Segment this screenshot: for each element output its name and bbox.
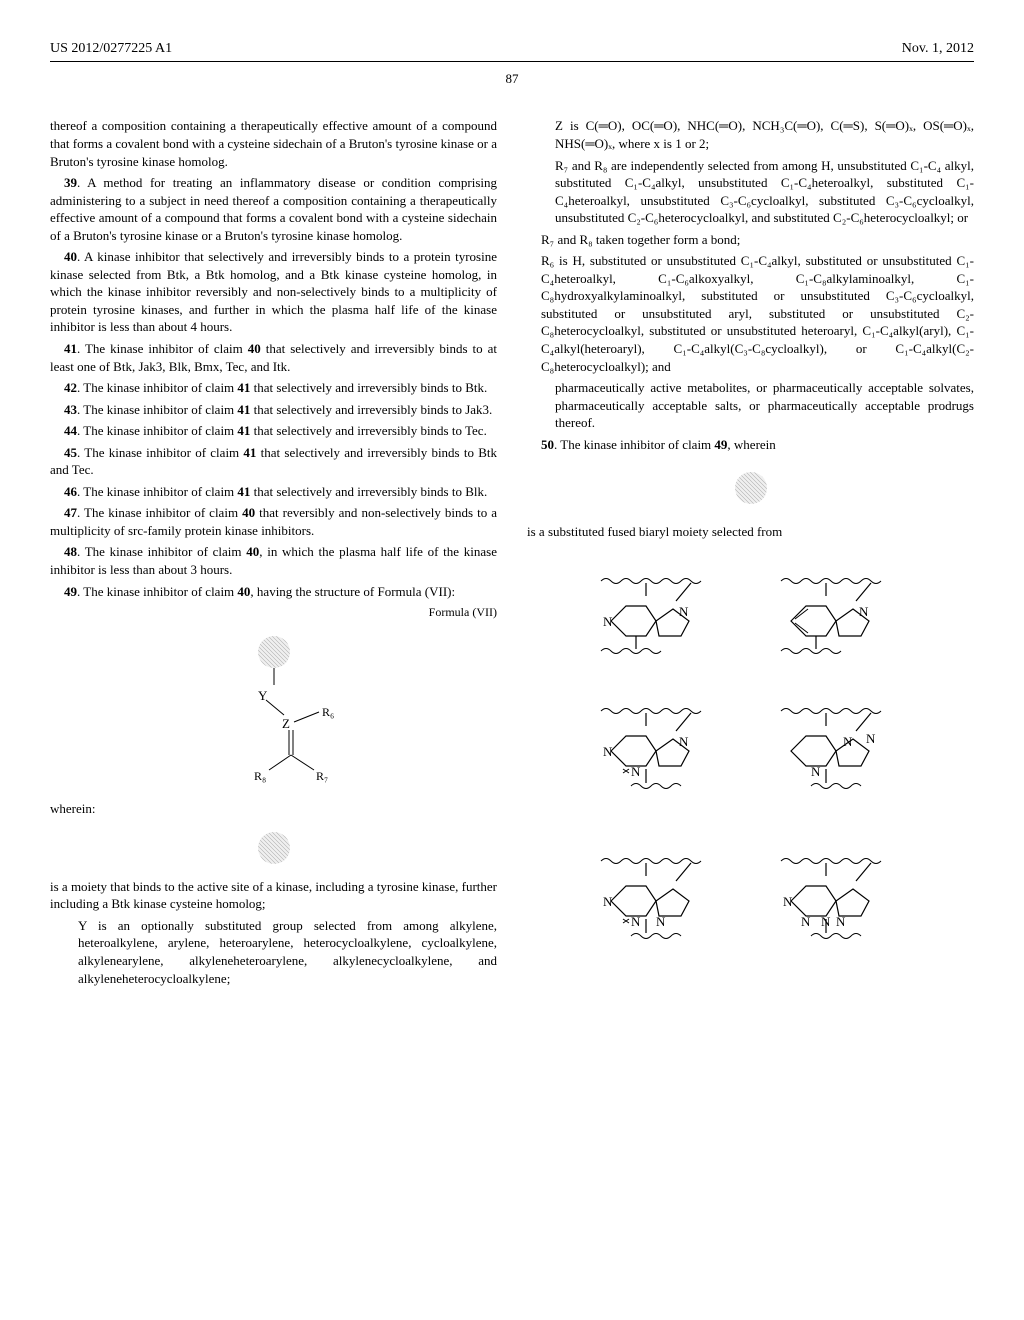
svg-text:N: N: [801, 914, 811, 929]
z-definition: Z is C(═O), OC(═O), NHC(═O), NCH₃C(═O), …: [527, 117, 974, 152]
claim-48: 48. The kinase inhibitor of claim 40, in…: [50, 543, 497, 578]
claim-text: . The kinase inhibitor of claim: [77, 402, 237, 417]
claim-text: . The kinase inhibitor of claim: [77, 544, 246, 559]
claim-text: . The kinase inhibitor of claim: [77, 341, 248, 356]
claim-ref: 40: [246, 544, 259, 559]
claim-ref: 41: [243, 445, 256, 460]
claim-text: . The kinase inhibitor of claim: [77, 423, 237, 438]
claim-text: . The kinase inhibitor of claim: [77, 505, 242, 520]
claim-50: 50. The kinase inhibitor of claim 49, wh…: [527, 436, 974, 454]
svg-text:N: N: [631, 914, 641, 929]
claim-ref: 41: [237, 402, 250, 417]
continuation-text: thereof a composition containing a thera…: [50, 117, 497, 170]
svg-text:N: N: [843, 734, 853, 749]
claim-number: 44: [64, 423, 77, 438]
claim-number: 48: [64, 544, 77, 559]
claim-text: , wherein: [727, 437, 775, 452]
claim-number: 50: [541, 437, 554, 452]
moiety-blob-2: [527, 463, 974, 513]
r6-definition: R₆ is H, substituted or unsubstituted C₁…: [527, 252, 974, 375]
svg-text:N: N: [866, 731, 876, 746]
claim-44: 44. The kinase inhibitor of claim 41 tha…: [50, 422, 497, 440]
r7-r8-definition: R₇ and R₈ are independently selected fro…: [527, 157, 974, 227]
svg-text:N: N: [811, 764, 821, 779]
claim-number: 49: [64, 584, 77, 599]
publication-number: US 2012/0277225 A1: [50, 40, 172, 59]
svg-text:N: N: [679, 604, 689, 619]
claim-number: 41: [64, 341, 77, 356]
claim-text: . The kinase inhibitor of claim: [77, 484, 237, 499]
claim-number: 47: [64, 505, 77, 520]
moiety-description: is a moiety that binds to the active sit…: [50, 878, 497, 913]
claim-43: 43. The kinase inhibitor of claim 41 tha…: [50, 401, 497, 419]
claim-ref: 49: [714, 437, 727, 452]
claim-text: , having the structure of Formula (VII):: [250, 584, 455, 599]
claim-ref: 40: [248, 341, 261, 356]
svg-text:N: N: [656, 914, 666, 929]
claim-number: 45: [64, 445, 77, 460]
right-column: Z is C(═O), OC(═O), NHC(═O), NCH₃C(═O), …: [527, 117, 974, 1030]
claim-40: 40. A kinase inhibitor that selectively …: [50, 248, 497, 336]
svg-text:N: N: [783, 894, 793, 909]
r7-r8-bond: R₇ and R₈ taken together form a bond;: [527, 231, 974, 249]
claim-ref: 40: [242, 505, 255, 520]
claim-47: 47. The kinase inhibitor of claim 40 tha…: [50, 504, 497, 539]
claim-number: 42: [64, 380, 77, 395]
claim-text: . A method for treating an inflammatory …: [50, 175, 497, 243]
svg-text:N: N: [631, 764, 641, 779]
claim-ref: 40: [237, 584, 250, 599]
svg-text:N: N: [603, 894, 613, 909]
claim-text: that selectively and irreversibly binds …: [250, 484, 487, 499]
svg-text:R₇: R₇: [316, 769, 328, 783]
claim-text: . The kinase inhibitor of claim: [554, 437, 714, 452]
moiety-blob: [50, 828, 497, 868]
moiety-description-2: is a substituted fused biaryl moiety sel…: [527, 523, 974, 541]
claim-49: 49. The kinase inhibitor of claim 40, ha…: [50, 583, 497, 601]
claim-text: . The kinase inhibitor of claim: [77, 445, 243, 460]
claim-text: that selectively and irreversibly binds …: [250, 380, 487, 395]
left-column: thereof a composition containing a thera…: [50, 117, 497, 1030]
svg-text:N: N: [679, 734, 689, 749]
page-number: 87: [50, 70, 974, 88]
publication-date: Nov. 1, 2012: [902, 40, 974, 59]
claim-text: that selectively and irreversibly binds …: [250, 423, 486, 438]
svg-text:R₈: R₈: [254, 769, 266, 783]
claim-45: 45. The kinase inhibitor of claim 41 tha…: [50, 444, 497, 479]
svg-text:N: N: [859, 604, 869, 619]
svg-text:R₆: R₆: [322, 705, 334, 719]
claim-text: . The kinase inhibitor of claim: [77, 380, 237, 395]
claim-text: that selectively and irreversibly binds …: [250, 402, 492, 417]
claim-text: . A kinase inhibitor that selectively an…: [50, 249, 497, 334]
claim-number: 46: [64, 484, 77, 499]
claim-ref: 41: [237, 380, 250, 395]
claim-39: 39. A method for treating an inflammator…: [50, 174, 497, 244]
claim-42: 42. The kinase inhibitor of claim 41 tha…: [50, 379, 497, 397]
claim-ref: 41: [237, 484, 250, 499]
svg-text:N: N: [603, 744, 613, 759]
claim-number: 43: [64, 402, 77, 417]
claim-46: 46. The kinase inhibitor of claim 41 tha…: [50, 483, 497, 501]
fused-biaryl-structures: N N N: [527, 551, 974, 1021]
svg-text:N: N: [836, 914, 846, 929]
svg-text:Z: Z: [282, 716, 290, 731]
claim-41: 41. The kinase inhibitor of claim 40 tha…: [50, 340, 497, 375]
formula-vii-structure: Y Z R₆ R₈ R₇: [50, 630, 497, 790]
formula-label: Formula (VII): [50, 604, 497, 620]
svg-text:N: N: [603, 614, 613, 629]
claim-number: 40: [64, 249, 77, 264]
pharmaceutical-definition: pharmaceutically active metabolites, or …: [527, 379, 974, 432]
claim-text: . The kinase inhibitor of claim: [77, 584, 237, 599]
page-header: US 2012/0277225 A1 Nov. 1, 2012: [50, 40, 974, 62]
y-definition: Y is an optionally substituted group sel…: [50, 917, 497, 987]
wherein-label: wherein:: [50, 800, 497, 818]
claim-ref: 41: [237, 423, 250, 438]
two-column-layout: thereof a composition containing a thera…: [50, 117, 974, 1030]
claim-number: 39: [64, 175, 77, 190]
